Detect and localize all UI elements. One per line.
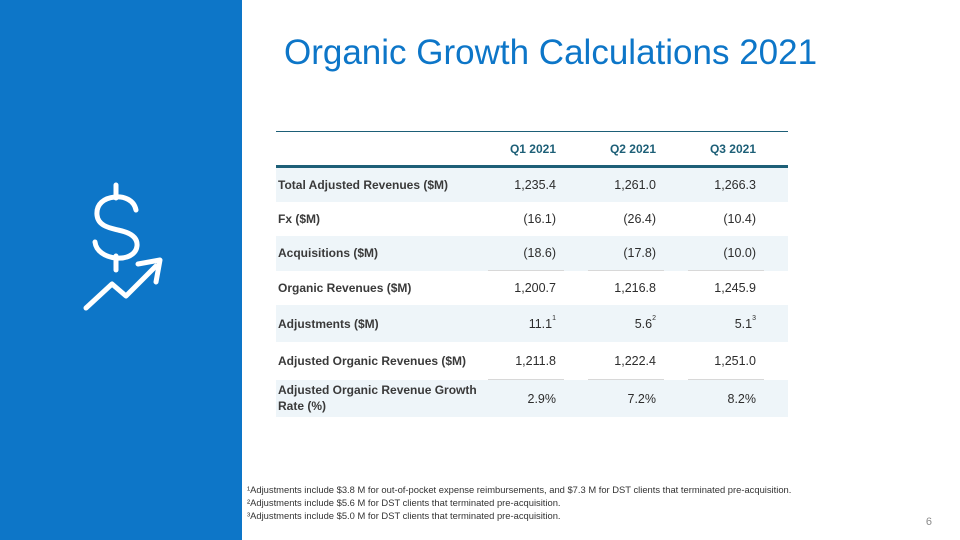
cell-value: 8.2% xyxy=(688,379,764,417)
cell-value: 1,211.8 xyxy=(515,353,556,368)
cell-value: 5.13 xyxy=(688,305,764,342)
cell-value: 1,200.7 xyxy=(488,270,564,305)
cell-value: 1,261.0 xyxy=(588,166,664,202)
row-label: Adjusted Organic Revenue Growth Rate (%) xyxy=(276,379,488,417)
row-label: Fx ($M) xyxy=(278,212,320,226)
cell-value: (26.4) xyxy=(623,212,656,226)
table-top-rule xyxy=(276,131,788,132)
row-label: Adjusted Organic Revenues ($M) xyxy=(278,353,467,368)
cell-value-text: 5.1 xyxy=(734,316,753,331)
left-panel xyxy=(0,0,242,540)
table-row: Adjusted Organic Revenues ($M) 1,211.8 1… xyxy=(276,342,788,380)
table-row: Organic Revenues ($M) 1,200.7 1,216.8 1,… xyxy=(276,270,788,305)
footnote-marker: 2 xyxy=(652,314,656,322)
column-header-q1: Q1 2021 xyxy=(488,132,564,168)
dollar-growth-arrow-icon xyxy=(83,182,163,311)
row-label: Organic Revenues ($M) xyxy=(278,280,412,295)
footnote: ³Adjustments include $5.0 M for DST clie… xyxy=(247,510,561,522)
cell-value: (10.0) xyxy=(688,236,764,271)
cell-value: (17.8) xyxy=(588,236,664,271)
column-header-q3: Q3 2021 xyxy=(688,132,764,168)
row-label: Total Adjusted Revenues ($M) xyxy=(276,166,488,202)
cell-value: 1,251.0 xyxy=(714,353,756,368)
table-row: Adjustments ($M) 11.11 5.62 5.13 xyxy=(276,305,788,342)
cell-value: (10.4) xyxy=(723,212,756,226)
footnote-marker: 1 xyxy=(552,314,556,322)
organic-growth-table: Q1 2021 Q2 2021 Q3 2021 Total Adjusted R… xyxy=(276,131,788,417)
table-row: Total Adjusted Revenues ($M) 1,235.4 1,2… xyxy=(276,166,788,202)
page-title: Organic Growth Calculations 2021 xyxy=(284,33,818,72)
cell-value: (18.6) xyxy=(488,236,564,271)
cell-value: 1,235.4 xyxy=(488,166,564,202)
footnotes: ¹Adjustments include $3.8 M for out-of-p… xyxy=(247,483,791,523)
row-label: Adjustments ($M) xyxy=(276,305,488,342)
cell-value: 1,245.9 xyxy=(688,270,764,305)
footnote: ¹Adjustments include $3.8 M for out-of-p… xyxy=(247,484,792,495)
cell-value: 1,266.3 xyxy=(688,166,764,202)
cell-value: 1,222.4 xyxy=(614,353,656,368)
table-header-row: Q1 2021 Q2 2021 Q3 2021 xyxy=(276,132,788,168)
cell-value: 2.9% xyxy=(488,379,564,417)
cell-value: 1,216.8 xyxy=(588,270,664,305)
cell-value: 5.62 xyxy=(588,305,664,342)
column-header-q2: Q2 2021 xyxy=(588,132,664,168)
footnote: ²Adjustments include $5.6 M for DST clie… xyxy=(247,497,561,509)
row-label: Acquisitions ($M) xyxy=(276,236,488,271)
cell-value: 7.2% xyxy=(588,379,664,417)
table-row: Fx ($M) (16.1) (26.4) (10.4) xyxy=(276,202,788,236)
cell-value: (16.1) xyxy=(523,212,556,226)
cell-value-text: 11.1 xyxy=(528,316,553,331)
page-number: 6 xyxy=(925,516,932,528)
table-row: Acquisitions ($M) (18.6) (17.8) (10.0) xyxy=(276,236,788,271)
cell-value-text: 5.6 xyxy=(634,316,653,331)
cell-value: 11.11 xyxy=(488,305,564,342)
table-row: Adjusted Organic Revenue Growth Rate (%)… xyxy=(276,379,788,417)
footnote-marker: 3 xyxy=(752,314,756,322)
